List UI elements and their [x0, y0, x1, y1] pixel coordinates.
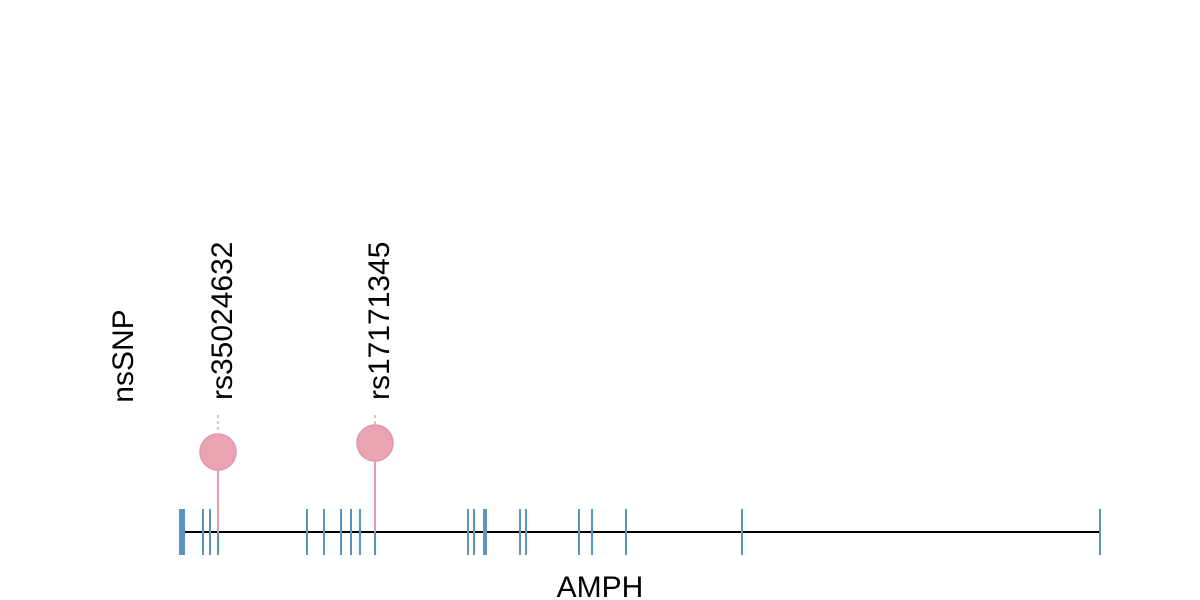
- exons: [179, 509, 1101, 555]
- snp-head: [199, 433, 237, 471]
- gene-label: AMPH: [557, 571, 644, 600]
- exon: [179, 509, 185, 555]
- exon: [483, 509, 487, 555]
- snp-lollipop: rs17171345: [356, 242, 396, 532]
- snp-label: rs35024632: [206, 242, 239, 400]
- snp-head: [356, 424, 394, 462]
- track-label: nsSNP: [107, 309, 140, 402]
- snp-label: rs17171345: [363, 242, 396, 400]
- snp-lollipop: rs35024632: [199, 242, 239, 532]
